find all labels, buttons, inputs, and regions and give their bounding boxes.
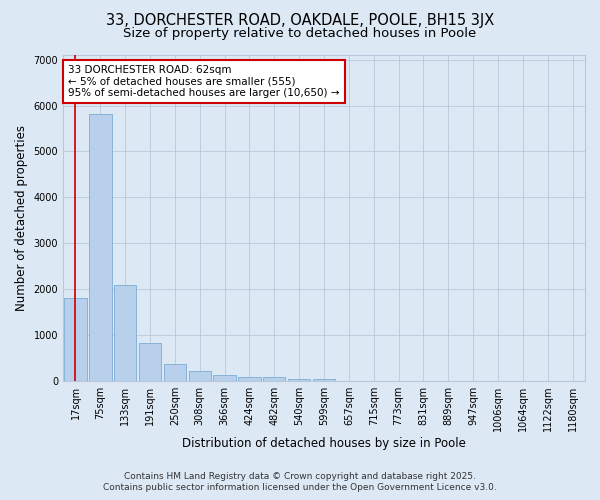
Bar <box>188 372 211 381</box>
Bar <box>64 298 86 381</box>
Bar <box>263 378 286 381</box>
Bar <box>288 378 310 381</box>
Text: Contains HM Land Registry data © Crown copyright and database right 2025.
Contai: Contains HM Land Registry data © Crown c… <box>103 472 497 492</box>
Bar <box>89 114 112 381</box>
Text: 33, DORCHESTER ROAD, OAKDALE, POOLE, BH15 3JX: 33, DORCHESTER ROAD, OAKDALE, POOLE, BH1… <box>106 12 494 28</box>
Bar <box>139 344 161 381</box>
Text: Size of property relative to detached houses in Poole: Size of property relative to detached ho… <box>124 28 476 40</box>
Text: 33 DORCHESTER ROAD: 62sqm
← 5% of detached houses are smaller (555)
95% of semi-: 33 DORCHESTER ROAD: 62sqm ← 5% of detach… <box>68 65 340 98</box>
Y-axis label: Number of detached properties: Number of detached properties <box>15 125 28 311</box>
Bar <box>238 376 260 381</box>
X-axis label: Distribution of detached houses by size in Poole: Distribution of detached houses by size … <box>182 437 466 450</box>
Bar <box>164 364 186 381</box>
Bar <box>313 379 335 381</box>
Bar <box>114 284 136 381</box>
Bar <box>214 375 236 381</box>
